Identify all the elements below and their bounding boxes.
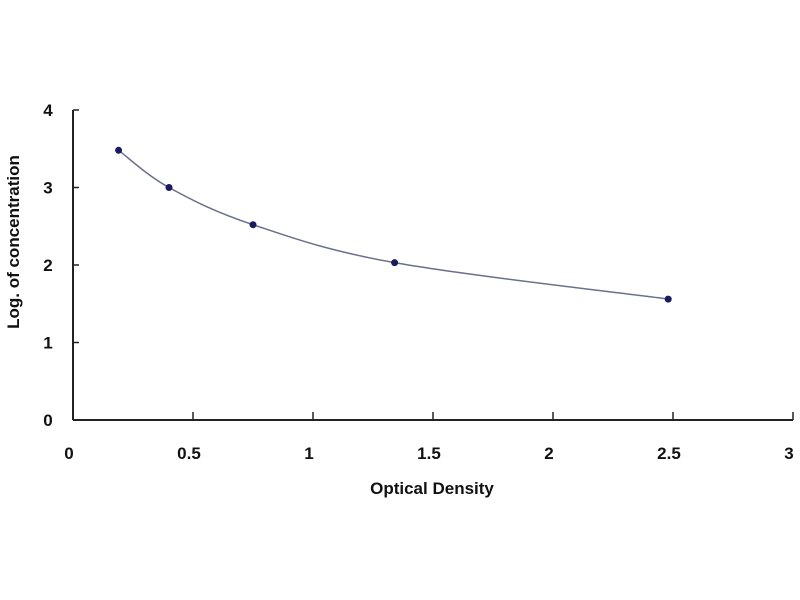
y-tick-label: 2	[43, 256, 52, 275]
x-tick-label: 1.5	[417, 444, 441, 463]
data-point	[664, 295, 672, 303]
x-tick-label: 2	[544, 444, 553, 463]
x-axis-title: Optical Density	[370, 479, 494, 498]
x-tick-label: 0.5	[177, 444, 201, 463]
y-tick-label: 0	[43, 411, 52, 430]
data-point	[249, 221, 257, 229]
data-point	[165, 184, 173, 191]
data-point	[391, 259, 399, 267]
data-point	[115, 146, 123, 154]
ticks: 0 0.5 1 1.5 2 2.5 3 0 1 2 3 4	[43, 101, 794, 463]
y-tick-label: 1	[43, 334, 52, 353]
axes	[72, 110, 793, 421]
fit-curve	[118, 149, 669, 300]
data-points	[115, 146, 672, 303]
x-tick-label: 2.5	[657, 444, 681, 463]
y-axis-title: Log. of concentration	[4, 155, 23, 329]
x-tick-label: 0	[64, 444, 73, 463]
x-tick-label: 1	[304, 444, 313, 463]
x-tick-label: 3	[784, 444, 793, 463]
y-tick-label: 4	[43, 101, 53, 120]
y-tick-label: 3	[43, 179, 52, 198]
